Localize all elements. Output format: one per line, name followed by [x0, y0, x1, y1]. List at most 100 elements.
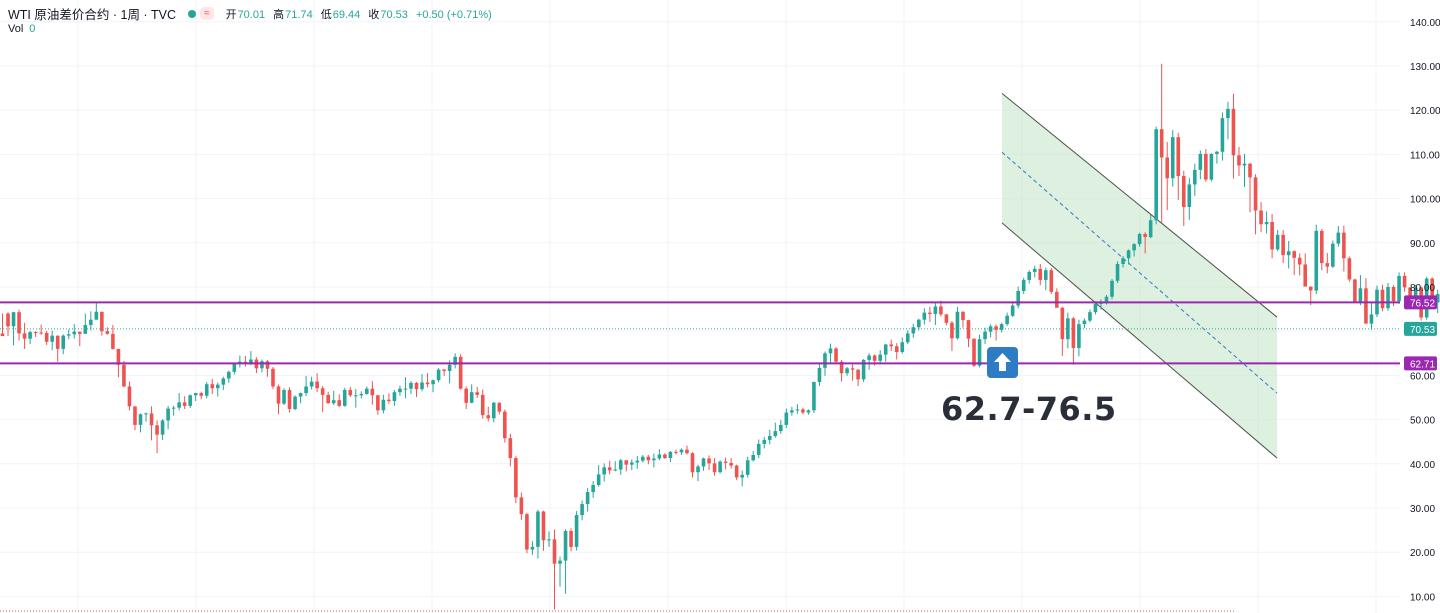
candle-body — [199, 393, 204, 396]
candle-body — [464, 388, 468, 403]
candle-body — [1270, 222, 1274, 250]
candle-body — [1154, 129, 1158, 221]
candle-body — [718, 461, 722, 473]
candle-body — [828, 348, 833, 354]
y-tick-label: 120.00 — [1410, 106, 1440, 117]
open-value: 70.01 — [237, 8, 266, 21]
candle-body — [0, 333, 5, 337]
candle-body — [1165, 157, 1170, 179]
candle-body — [116, 348, 121, 365]
candle-body — [276, 386, 281, 404]
candle-body — [331, 400, 336, 404]
wave-icon[interactable]: ≈ — [200, 7, 214, 20]
candle-body — [431, 380, 435, 385]
candle-body — [243, 361, 248, 364]
last-price-badge-bg — [1404, 321, 1437, 336]
candle-body — [652, 458, 656, 461]
y-tick-label: 90.00 — [1410, 239, 1435, 250]
candle-body — [856, 369, 860, 380]
candle-body — [1253, 177, 1258, 211]
candle-body — [1391, 287, 1396, 302]
candle-body — [988, 326, 993, 332]
candle-body — [353, 395, 358, 397]
candle-body — [458, 356, 463, 389]
candle-body — [1010, 305, 1015, 316]
candle-body — [55, 335, 60, 349]
volume-label: Vol — [8, 23, 24, 35]
candle-body — [861, 359, 866, 380]
candle-body — [503, 411, 507, 439]
candle-body — [337, 400, 342, 406]
candle-body — [1049, 270, 1054, 292]
chart-legend: WTI 原油差价合约 · 1周 · TVC ≈ 开70.01 高71.74 低6… — [8, 4, 497, 23]
candle-body — [182, 402, 187, 406]
candle-body — [1314, 230, 1319, 291]
candle-body — [127, 386, 132, 407]
candle-body — [210, 384, 215, 389]
low-value: 69.44 — [332, 8, 361, 21]
candle-body — [1259, 210, 1263, 225]
candle-body — [624, 460, 629, 465]
close-value: 70.53 — [380, 8, 408, 21]
candle-body — [1242, 163, 1247, 166]
candle-body — [271, 368, 275, 387]
candle-body — [1220, 118, 1225, 152]
candle-body — [1126, 250, 1131, 259]
candle-body — [50, 335, 54, 342]
candle-body — [729, 462, 733, 466]
candle-body — [646, 456, 651, 461]
candle-body — [1430, 278, 1434, 303]
candle-body — [779, 424, 783, 432]
symbol-title[interactable]: WTI 原油差价合约 · 1周 · TVC — [8, 8, 177, 22]
candle-body — [745, 460, 750, 475]
candle-body — [365, 388, 369, 394]
status-dot — [188, 9, 197, 18]
candle-body — [536, 511, 540, 547]
candle-body — [1176, 137, 1181, 177]
candle-body — [834, 348, 838, 362]
candle-body — [249, 359, 253, 364]
candle-body — [387, 399, 391, 402]
candle-body — [1413, 287, 1418, 303]
candle-body — [94, 311, 99, 320]
arrow-up-icon[interactable] — [987, 347, 1018, 378]
candle-body — [309, 381, 314, 387]
candle-body — [983, 331, 987, 340]
candle-body — [613, 469, 618, 471]
candle-body — [1038, 268, 1043, 280]
high-value: 71.74 — [285, 8, 313, 21]
candle-body — [900, 342, 905, 352]
candle-body — [1055, 291, 1059, 308]
candle-body — [541, 511, 546, 541]
candle-body — [878, 354, 882, 361]
candle-body — [574, 515, 579, 547]
candle-body — [1021, 279, 1026, 291]
range-annotation: 62.7-76.5 — [941, 390, 1117, 428]
candle-body — [1032, 268, 1037, 272]
candle-body — [1308, 286, 1313, 291]
candle-body — [1386, 287, 1390, 309]
candle-body — [1016, 290, 1020, 306]
candle-body — [160, 420, 165, 435]
candle-body — [1115, 264, 1120, 281]
candle-body — [723, 461, 728, 463]
candle-body — [293, 396, 297, 409]
candle-body — [889, 344, 894, 347]
candle-body — [77, 331, 82, 334]
candle-body — [569, 530, 573, 547]
candle-body — [1303, 264, 1308, 287]
candle-body — [1364, 288, 1368, 324]
candle-body — [403, 388, 408, 390]
candle-body — [144, 413, 148, 415]
candle-body — [66, 334, 71, 336]
candle-body — [944, 314, 949, 323]
candle-body — [409, 382, 413, 389]
y-tick-label: 40.00 — [1410, 460, 1435, 471]
candle-body — [133, 406, 137, 425]
low-label: 低 — [320, 8, 332, 21]
candle-body — [298, 393, 303, 397]
candle-body — [39, 332, 43, 334]
candle-body — [563, 530, 568, 561]
candle-body — [392, 392, 397, 402]
